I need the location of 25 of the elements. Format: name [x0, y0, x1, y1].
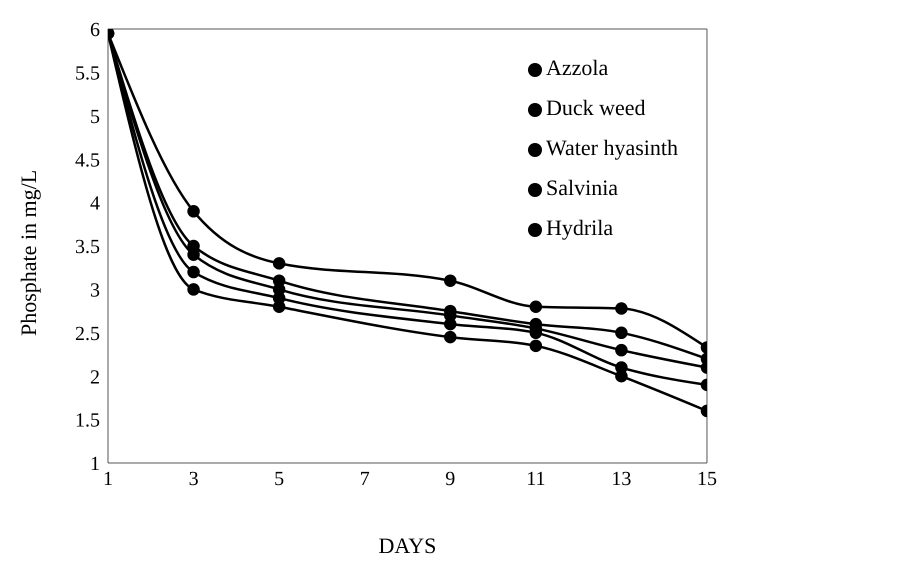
y-tick-label: 2.5: [75, 322, 100, 345]
y-tick-label: 3.5: [75, 236, 100, 258]
y-tick-label: 6: [90, 19, 100, 42]
x-axis-title: DAYS: [378, 533, 436, 558]
legend-label: Water hyasinth: [546, 135, 678, 160]
y-tick-label: 4: [90, 192, 100, 215]
legend-label: Duck weed: [546, 95, 646, 120]
y-tick-label: 1.5: [75, 410, 100, 432]
y-tick-label: 5.5: [75, 62, 100, 84]
y-tick-label: 4.5: [75, 149, 100, 172]
x-tick-label: 5: [274, 468, 284, 490]
x-tick-label: 11: [526, 468, 546, 490]
y-tick-label: 1: [90, 453, 100, 476]
x-tick-label: 9: [445, 468, 456, 490]
legend-label: Azzola: [546, 55, 608, 80]
y-axis-title: Phosphate in mg/L: [16, 170, 41, 336]
x-tick-label: 3: [188, 468, 199, 490]
x-tick-label: 7: [360, 468, 370, 490]
y-tick-label: 2: [90, 366, 100, 388]
legend-label: Salvinia: [546, 175, 618, 200]
x-tick-label: 15: [696, 468, 717, 490]
y-tick-label: 3: [90, 280, 100, 302]
y-tick-label: 5: [90, 106, 100, 128]
legend-label: Hydrila: [546, 215, 614, 240]
x-tick-label: 13: [611, 468, 632, 490]
